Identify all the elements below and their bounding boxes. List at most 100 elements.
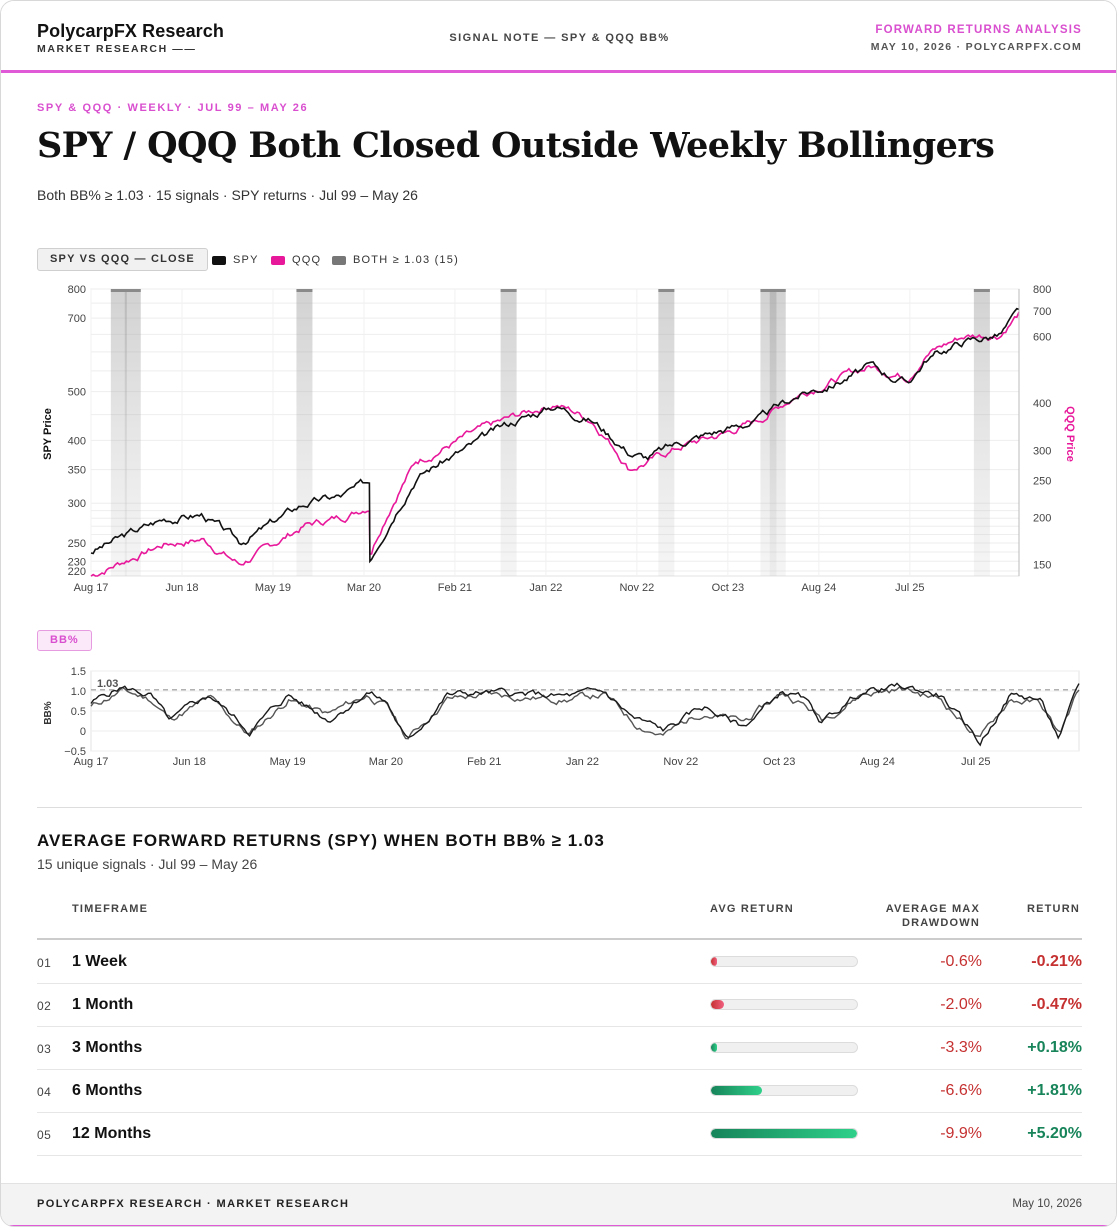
spy-axis-tick: 250 — [68, 538, 86, 550]
table-row: 04 6 Months -6.6% +1.81% — [37, 1070, 1082, 1113]
row-drawdown: -0.6% — [940, 953, 982, 970]
avg-return-bar-fill — [711, 1043, 717, 1052]
signal-note-label: SIGNAL NOTE — SPY & QQQ BB% — [449, 32, 670, 44]
bb-x-tick: Aug 24 — [860, 756, 895, 768]
row-number: 03 — [37, 1042, 52, 1056]
footer-brand: POLYCARPFX RESEARCH · MARKET RESEARCH — [37, 1198, 350, 1210]
brand-name: PolycarpFX Research — [37, 21, 224, 41]
signal-band — [769, 289, 786, 576]
bb-axis-label: BB% — [43, 701, 54, 724]
page-subtitle: Both BB% ≥ 1.03 · 15 signals · SPY retur… — [37, 187, 418, 203]
bb-x-tick: Mar 20 — [369, 756, 403, 768]
spy-axis-tick: 300 — [68, 498, 86, 510]
page-title: SPY / QQQ Both Closed Outside Weekly Bol… — [37, 125, 995, 166]
row-timeframe: 1 Month — [72, 996, 134, 1013]
bb-spy-line — [90, 682, 1080, 747]
signal-band-cap — [110, 289, 127, 292]
row-number: 01 — [37, 956, 52, 970]
avg-return-bar-fill — [711, 1000, 725, 1009]
table-row: 03 3 Months -3.3% +0.18% — [37, 1027, 1082, 1070]
legend-both-swatch — [332, 255, 346, 265]
bb-chart-chip: BB% — [37, 630, 92, 651]
bb-threshold-label: 1.03 — [97, 678, 118, 690]
qqq-axis-tick: 150 — [1033, 560, 1051, 572]
qqq-axis-tick: 700 — [1033, 306, 1051, 318]
bb-y-tick: 1.0 — [71, 686, 86, 698]
table-row: 01 1 Week -0.6% -0.21% — [37, 941, 1082, 984]
row-timeframe: 1 Week — [72, 953, 127, 970]
legend-both: BOTH ≥ 1.03 (15) — [332, 254, 459, 266]
section-divider — [37, 807, 1082, 808]
row-return: -0.21% — [1031, 953, 1082, 970]
th-timeframe: TIMEFRAME — [72, 903, 149, 915]
signal-band — [110, 289, 127, 576]
signal-band — [500, 289, 517, 576]
row-number: 02 — [37, 999, 52, 1013]
price-x-tick: Mar 20 — [347, 582, 381, 594]
table-row: 02 1 Month -2.0% -0.47% — [37, 984, 1082, 1027]
signal-band-cap — [124, 289, 141, 292]
avg-return-bar — [710, 956, 858, 967]
bb-x-tick: Aug 17 — [74, 756, 109, 768]
bb-y-tick: 0 — [80, 726, 86, 738]
avg-return-bar — [710, 1085, 858, 1096]
spy-axis-tick: 350 — [68, 465, 86, 477]
kicker: SPY & QQQ · WEEKLY · JUL 99 – MAY 26 — [37, 102, 309, 114]
table-subtitle: 15 unique signals · Jul 99 – May 26 — [37, 856, 258, 872]
row-timeframe: 12 Months — [72, 1125, 152, 1142]
qqq-axis-tick: 600 — [1033, 331, 1051, 343]
row-return: +0.18% — [1027, 1039, 1082, 1056]
spy-axis-label: SPY Price — [42, 408, 54, 460]
table-header-rule — [37, 938, 1082, 940]
row-return: -0.47% — [1031, 996, 1082, 1013]
signal-band — [658, 289, 675, 576]
legend-spy: SPY — [212, 254, 259, 266]
price-chart-chip: SPY VS QQQ — CLOSE — [37, 248, 208, 271]
bb-x-tick: Jul 25 — [961, 756, 990, 768]
avg-return-bar-fill — [711, 957, 717, 966]
signal-band-cap — [973, 289, 990, 292]
price-x-tick: Jan 22 — [529, 582, 562, 594]
qqq-axis-tick: 250 — [1033, 476, 1051, 488]
legend-spy-label: SPY — [233, 254, 259, 266]
price-x-tick: Feb 21 — [438, 582, 472, 594]
qqq-axis-label: QQQ Price — [1064, 406, 1076, 462]
bb-x-tick: Jan 22 — [566, 756, 599, 768]
qqq-axis-tick: 400 — [1033, 398, 1051, 410]
row-drawdown: -3.3% — [940, 1039, 982, 1056]
signal-band — [973, 289, 990, 576]
bb-x-tick: Oct 23 — [763, 756, 795, 768]
spy-axis-tick: 500 — [68, 387, 86, 399]
avg-return-bar-fill — [711, 1129, 857, 1138]
legend-spy-swatch — [212, 255, 226, 265]
signal-band-cap — [500, 289, 517, 292]
th-return: RETURN — [1026, 903, 1080, 915]
spy-axis-tick: 700 — [68, 313, 86, 325]
table-title: AVERAGE FORWARD RETURNS (SPY) WHEN BOTH … — [37, 831, 605, 850]
signal-band-cap — [296, 289, 313, 292]
bb-x-tick: May 19 — [270, 756, 306, 768]
report-type: FORWARD RETURNS ANALYSIS — [875, 24, 1082, 36]
price-x-tick: Aug 24 — [801, 582, 836, 594]
bb-x-tick: Nov 22 — [663, 756, 698, 768]
signal-band-cap — [658, 289, 675, 292]
spy-line — [90, 307, 1020, 564]
price-x-tick: Oct 23 — [712, 582, 744, 594]
spy-axis-tick: 400 — [68, 435, 86, 447]
legend-qqq-label: QQQ — [292, 254, 322, 266]
bb-y-tick: 1.5 — [71, 666, 86, 678]
signal-band-cap — [769, 289, 786, 292]
row-drawdown: -9.9% — [940, 1125, 982, 1142]
qqq-axis-tick: 200 — [1033, 512, 1051, 524]
signal-band — [124, 289, 141, 576]
legend-qqq-swatch — [271, 255, 285, 265]
row-number: 04 — [37, 1085, 52, 1099]
table-row: 05 12 Months -9.9% +5.20% — [37, 1113, 1082, 1156]
bb-qqq-line — [90, 685, 1080, 740]
avg-return-bar — [710, 1128, 858, 1139]
qqq-line — [90, 311, 1020, 577]
legend-both-label: BOTH ≥ 1.03 (15) — [353, 254, 459, 266]
price-x-tick: Jun 18 — [165, 582, 198, 594]
